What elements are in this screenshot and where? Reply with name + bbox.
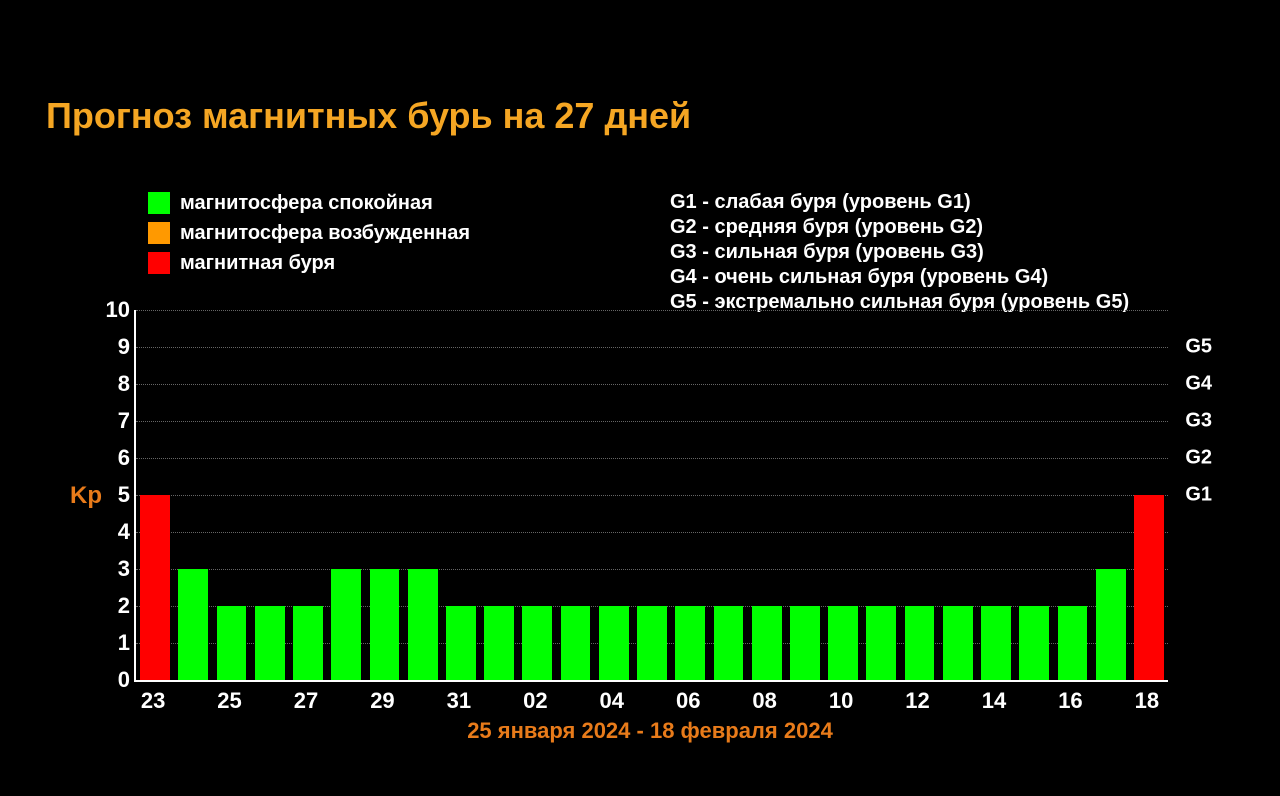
bar — [599, 606, 629, 680]
bar — [255, 606, 285, 680]
bar — [446, 606, 476, 680]
legend-swatch — [148, 222, 170, 244]
x-tick: 06 — [676, 688, 700, 714]
legend-label: магнитосфера спокойная — [180, 192, 433, 215]
bar — [293, 606, 323, 680]
y-tick: 0 — [98, 667, 130, 693]
legend-swatch — [148, 192, 170, 214]
x-tick: 25 — [217, 688, 241, 714]
legend-g-line: G4 - очень сильная буря (уровень G4) — [670, 265, 1129, 290]
g-level-label: G3 — [1185, 410, 1212, 433]
bar — [484, 606, 514, 680]
bar — [714, 606, 744, 680]
bar — [140, 495, 170, 680]
page-root: Прогноз магнитных бурь на 27 дней магнит… — [0, 0, 1280, 796]
bar — [370, 569, 400, 680]
y-tick: 3 — [98, 556, 130, 582]
legend-status: магнитосфера спокойная магнитосфера возбу… — [148, 190, 470, 280]
legend-g-line: G2 - средняя буря (уровень G2) — [670, 215, 1129, 240]
legend-row: магнитосфера возбужденная — [148, 220, 470, 246]
bar — [790, 606, 820, 680]
x-tick: 29 — [370, 688, 394, 714]
bar — [828, 606, 858, 680]
bar — [981, 606, 1011, 680]
x-tick: 12 — [905, 688, 929, 714]
bar — [1134, 495, 1164, 680]
y-tick: 10 — [98, 297, 130, 323]
kp-chart: Kp 012345678910 G1G2G3G4G5 2325272931020… — [70, 310, 1200, 750]
y-tick: 6 — [98, 445, 130, 471]
bar — [943, 606, 973, 680]
bar — [561, 606, 591, 680]
bar — [866, 606, 896, 680]
x-tick: 10 — [829, 688, 853, 714]
legend-g-line: G3 - сильная буря (уровень G3) — [670, 240, 1129, 265]
legend-row: магнитная буря — [148, 250, 470, 276]
x-tick: 31 — [447, 688, 471, 714]
x-tick: 23 — [141, 688, 165, 714]
x-tick: 16 — [1058, 688, 1082, 714]
bar — [1096, 569, 1126, 680]
legend-g-levels: G1 - слабая буря (уровень G1)G2 - средня… — [670, 190, 1129, 315]
g-level-label: G1 — [1185, 484, 1212, 507]
y-tick: 7 — [98, 408, 130, 434]
legend-label: магнитосфера возбужденная — [180, 222, 470, 245]
bar — [408, 569, 438, 680]
bar — [178, 569, 208, 680]
plot-area: G1G2G3G4G5 — [134, 310, 1168, 682]
bar — [675, 606, 705, 680]
x-axis-date-range: 25 января 2024 - 18 февраля 2024 — [134, 718, 1166, 744]
bar — [217, 606, 247, 680]
g-level-label: G2 — [1185, 447, 1212, 470]
y-tick: 8 — [98, 371, 130, 397]
y-tick: 9 — [98, 334, 130, 360]
x-tick: 27 — [294, 688, 318, 714]
legend-row: магнитосфера спокойная — [148, 190, 470, 216]
y-tick: 5 — [98, 482, 130, 508]
bar — [1019, 606, 1049, 680]
bar — [1058, 606, 1088, 680]
g-level-label: G5 — [1185, 336, 1212, 359]
y-tick: 4 — [98, 519, 130, 545]
legend-g-line: G1 - слабая буря (уровень G1) — [670, 190, 1129, 215]
page-title: Прогноз магнитных бурь на 27 дней — [46, 95, 691, 137]
x-tick: 02 — [523, 688, 547, 714]
y-tick: 1 — [98, 630, 130, 656]
bar — [905, 606, 935, 680]
x-tick: 08 — [752, 688, 776, 714]
bar — [752, 606, 782, 680]
bar — [637, 606, 667, 680]
x-tick: 04 — [600, 688, 624, 714]
x-tick: 14 — [982, 688, 1006, 714]
y-tick: 2 — [98, 593, 130, 619]
legend-swatch — [148, 252, 170, 274]
bar — [522, 606, 552, 680]
legend-label: магнитная буря — [180, 252, 335, 275]
x-tick: 18 — [1135, 688, 1159, 714]
g-level-label: G4 — [1185, 373, 1212, 396]
bar — [331, 569, 361, 680]
